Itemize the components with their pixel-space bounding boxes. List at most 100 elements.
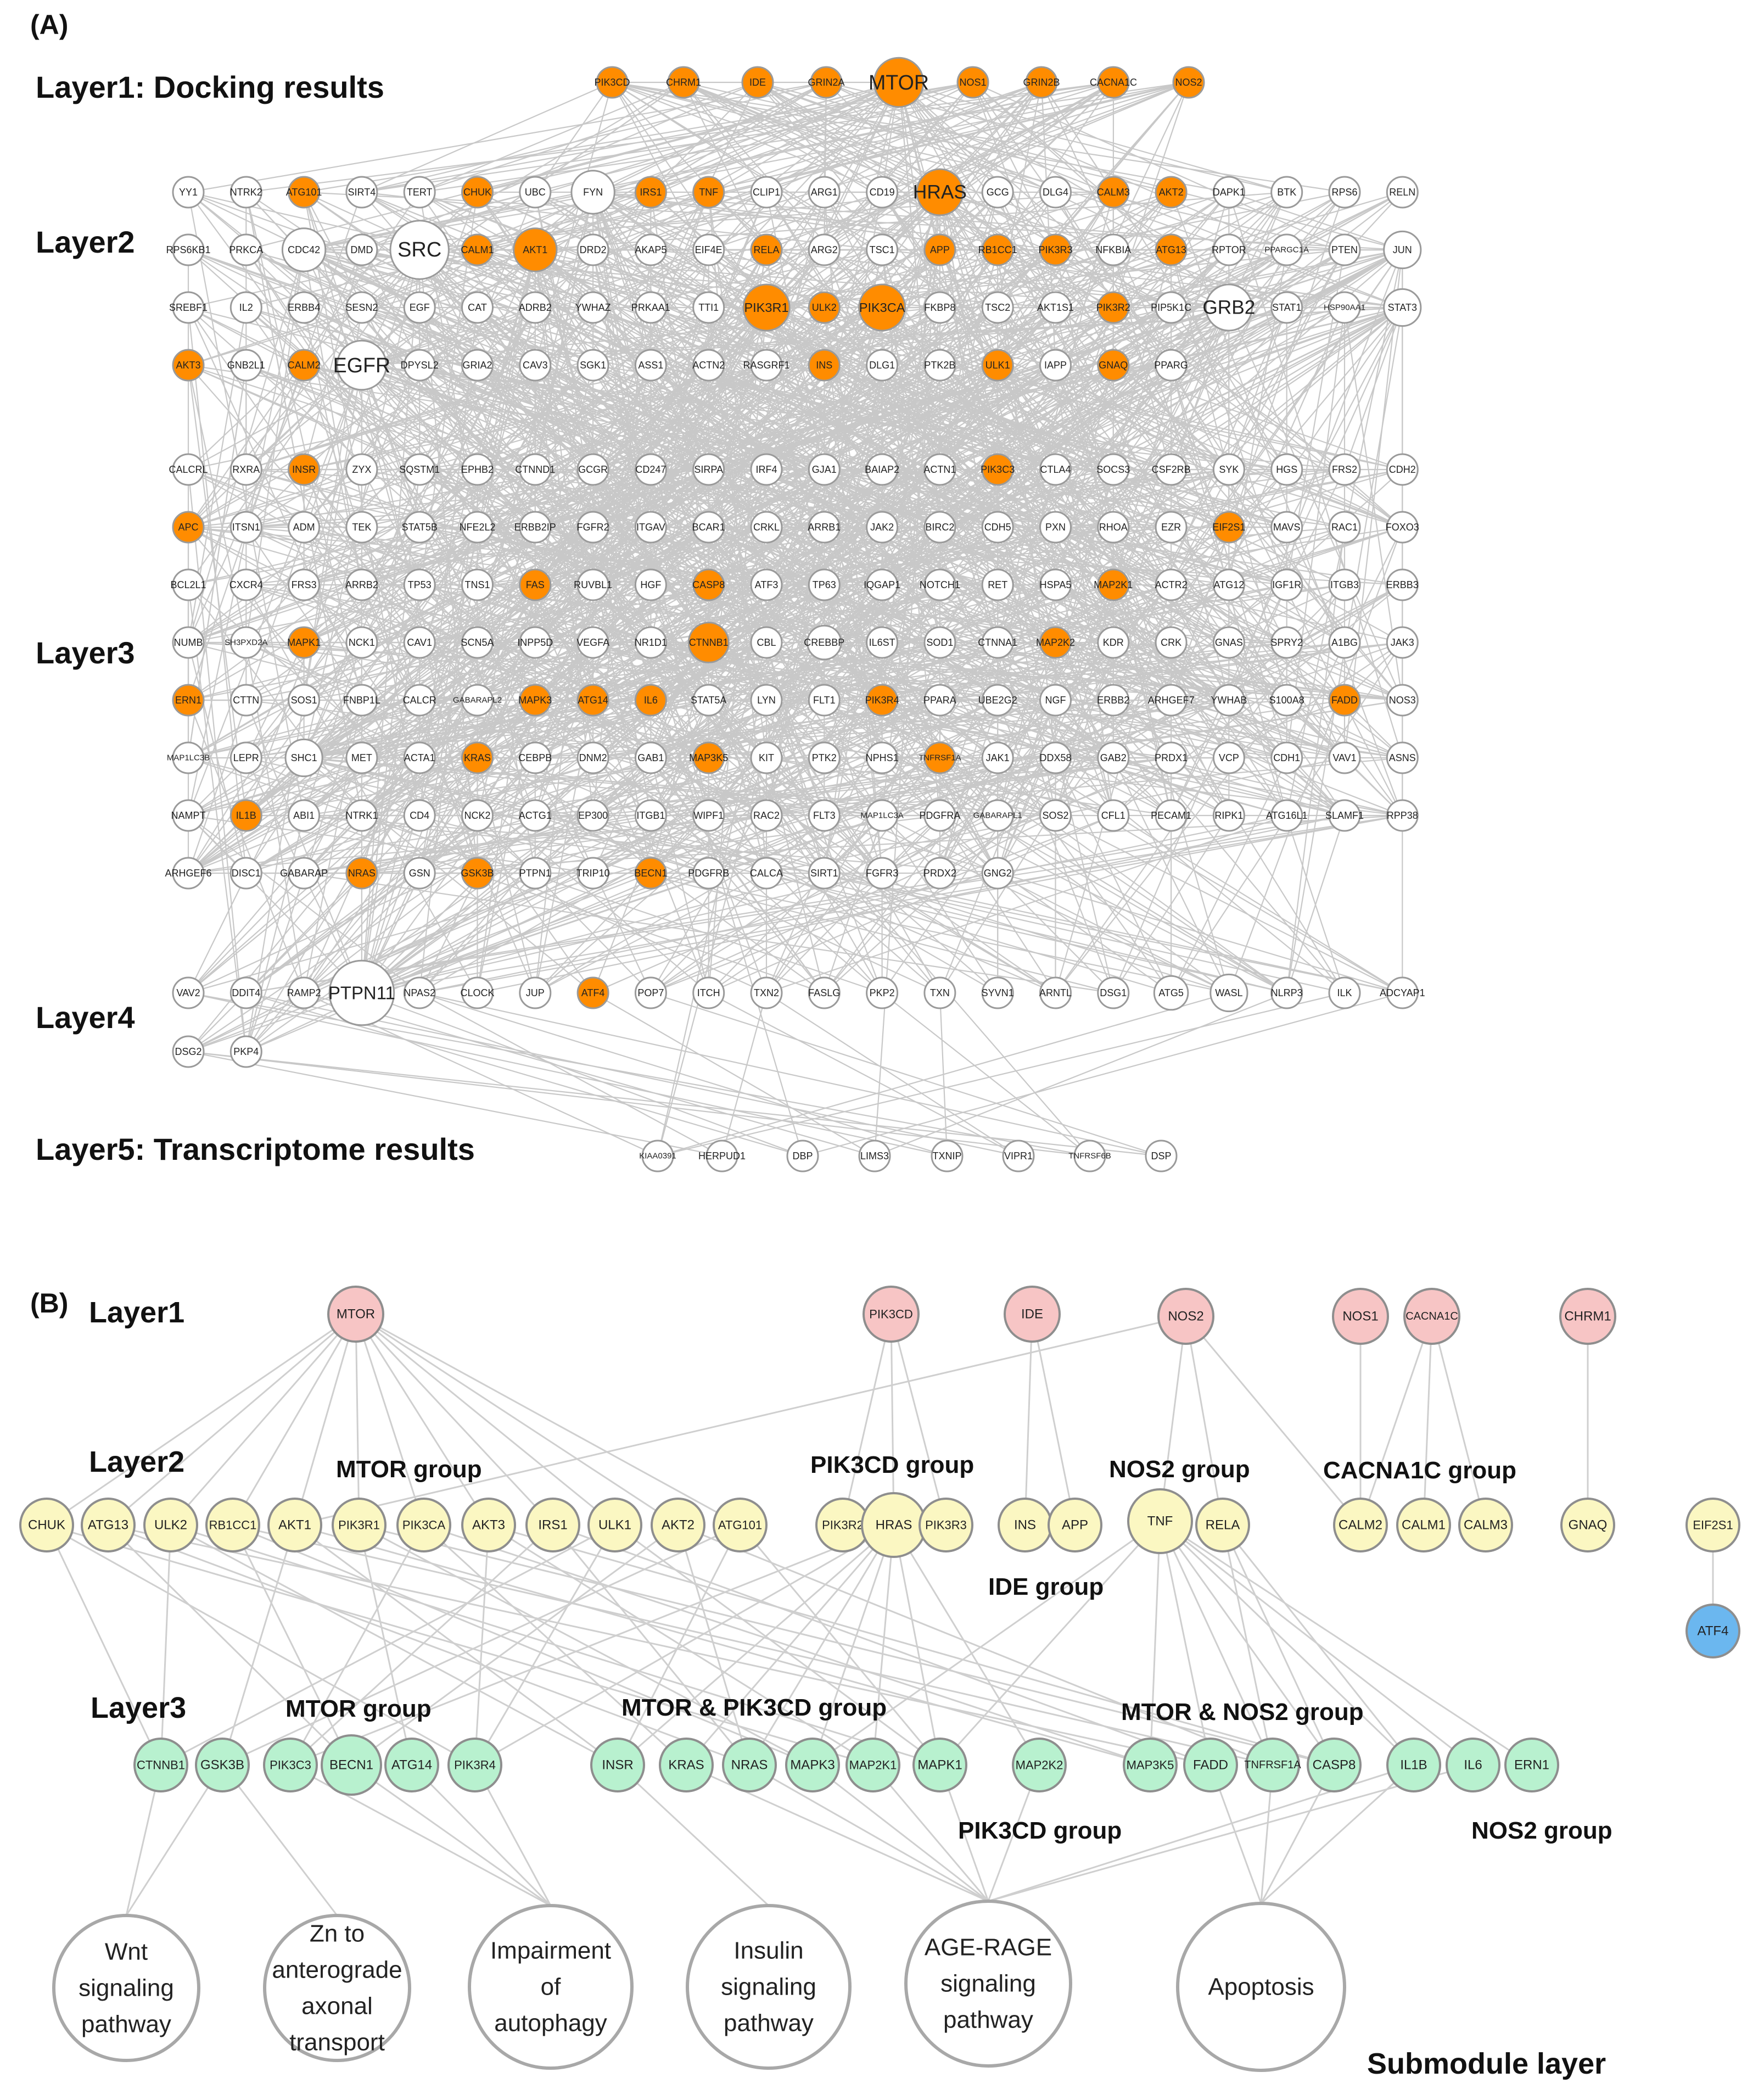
node-label: NOS2 [1175,77,1202,88]
node-label: BIRC2 [925,522,954,533]
bnode-label: IL6 [1464,1758,1482,1773]
bnode-circle [1685,1604,1740,1658]
node-circle [336,339,388,391]
node-circle [576,799,609,832]
node-srebf1: SREBF1 [169,291,208,324]
node-ywhaz: YWHAZ [575,291,611,324]
node-label: FRS3 [292,579,317,590]
edge-a [245,700,362,993]
bnode-circle [1004,1286,1061,1343]
node-label: NOTCH1 [920,579,960,590]
bnode-pik3r1: PIK3R1 [332,1498,387,1552]
edge-a [245,873,362,993]
node-tti1: TTI1 [692,291,725,324]
edge-a [592,584,1114,701]
edge-a [1055,584,1172,993]
node-label: PIK3C3 [981,464,1015,475]
node-calm2: CALM2 [288,349,321,382]
node-label: KRAS [464,752,491,763]
node-ins: INS [808,349,841,382]
node-label: ITGB3 [1330,579,1359,590]
edge-a [188,992,948,1157]
node-cd19: CD19 [866,176,899,209]
node-gng2: GNG2 [981,857,1014,890]
node-circle [692,511,725,544]
node-label: GAB1 [637,752,664,763]
edge-a [477,527,709,701]
node-label: PRKCA [229,244,263,255]
node-circle [172,1035,205,1068]
node-circle [1386,626,1419,659]
node-label: CHUK [463,187,491,198]
node-prdx1: PRDX1 [1155,741,1188,774]
node-label: PTEN [1331,244,1358,255]
edge-b [811,1524,895,1766]
bnode-chrm1: CHRM1 [1559,1288,1616,1345]
bnode-tnf: TNF [1127,1488,1193,1554]
node-label: CDC42 [288,244,320,255]
node-label: PIK3R4 [865,695,899,706]
node-fadd: FADD [1328,684,1361,717]
node-circle [692,684,725,717]
node-circle [1097,741,1130,774]
node-label: GRIN2A [808,77,844,88]
node-grb2: GRB2 [1202,283,1255,332]
node-circle [519,453,552,486]
node-tp63: TP63 [808,568,841,601]
node-akt1: AKT1 [513,227,558,272]
node-label: CALCA [750,868,783,879]
bnode-circle [1157,1288,1214,1345]
bnode-circle [1332,1288,1389,1345]
node-label: ACTN1 [923,464,956,475]
edge-a [245,526,1056,817]
bnode-nos1: NOS1 [1332,1288,1389,1345]
edge-a [1055,527,1345,993]
node-label: NOS3 [1389,695,1416,706]
node-adrb2: ADRB2 [519,291,552,324]
node-label: BCL2L1 [170,579,206,590]
node-label: TP63 [813,579,836,590]
node-label: ITGB1 [636,810,665,821]
node-label: GAB2 [1100,752,1127,763]
edge-a [651,814,1229,994]
node-pkp4: PKP4 [229,1035,262,1068]
node-label: ILK [1337,987,1352,998]
node-label: PRDX1 [1155,752,1188,763]
bnode-label: MAPK1 [917,1758,962,1773]
node-cbl: CBL [750,626,783,659]
node-circle [403,976,436,1009]
node-itgb1: ITGB1 [634,799,667,832]
node-label: ERBB2IP [514,522,556,533]
node-circle [461,291,494,324]
node-label: SESN2 [345,302,378,313]
node-label: EP300 [578,810,608,821]
bnode-label: AKT1 [278,1518,311,1533]
node-calm3: CALM3 [1097,176,1130,209]
node-label: IRF4 [755,464,777,475]
node-asns: ASNS [1386,741,1419,774]
node-grin2a: GRIN2A [808,66,845,99]
node-label: TRIP10 [576,868,610,879]
node-label: GRIN2B [1023,77,1060,88]
node-label: RPTOR [1212,244,1246,255]
edge-a [939,192,999,643]
node-circle [1097,684,1130,717]
node-label: ADCYAP1 [1380,987,1425,998]
node-becn1: BECN1 [634,857,667,890]
bnode-circle [1458,1498,1513,1552]
node-circle [288,568,321,601]
node-circle [692,453,725,486]
edge-pathway [872,1764,989,1902]
edge-a [245,757,421,1052]
node-label: FOXO3 [1386,522,1419,533]
bnode-pik3r2: PIK3R2 [815,1498,870,1552]
node-wasl: WASL [1209,973,1248,1013]
node-label: KIAA0391 [639,1152,676,1161]
node-erbb4: ERBB4 [288,291,320,324]
bnode-label: MAP2K1 [849,1758,897,1772]
pathway-label: axonal [301,1993,373,2020]
bnode-label: NOS1 [1342,1309,1378,1324]
pathway-circle [52,1914,200,2062]
node-circle [634,511,667,544]
node-syk: SYK [1212,453,1245,486]
